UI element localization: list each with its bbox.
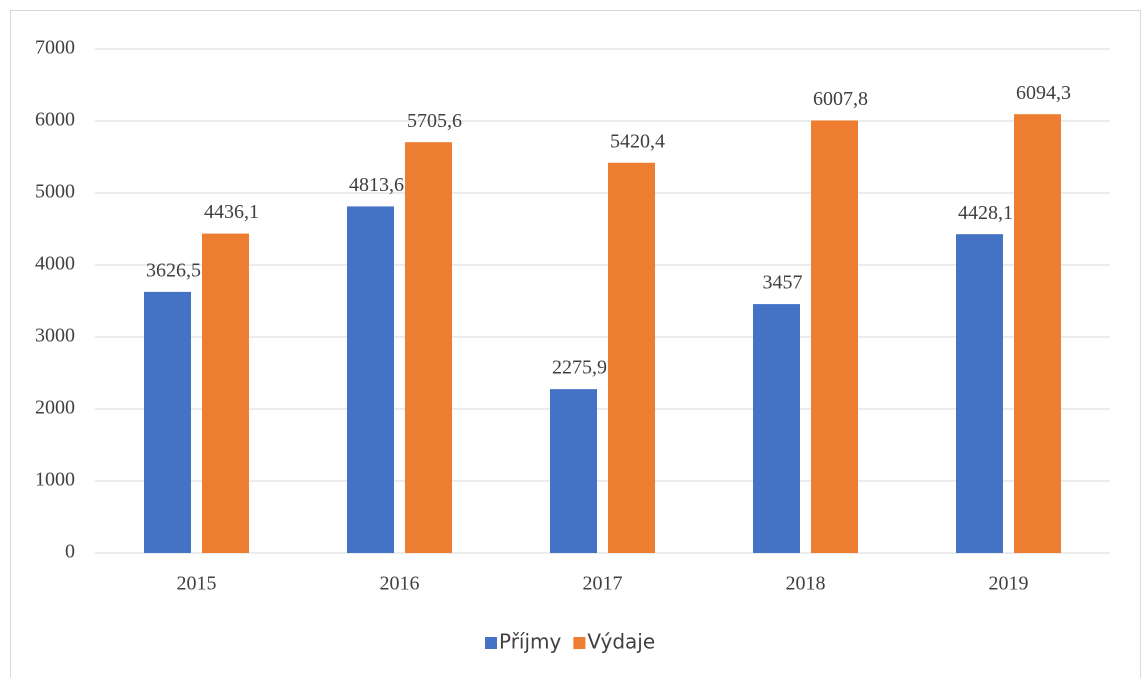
y-tick-label: 1000 [35, 469, 75, 491]
x-tick-label: 2018 [786, 573, 826, 595]
x-tick-label: 2015 [177, 573, 217, 595]
x-tick-label: 2019 [989, 573, 1029, 595]
value-label: 4436,1 [204, 201, 259, 223]
y-tick-label: 2000 [35, 397, 75, 419]
bar [811, 120, 858, 553]
bar [347, 206, 394, 553]
legend-label: Příjmy [499, 630, 562, 654]
bar [550, 389, 597, 553]
bar [405, 142, 452, 554]
y-tick-label: 4000 [35, 253, 75, 275]
value-label: 4428,1 [958, 202, 1013, 224]
x-tick-label: 2017 [583, 573, 623, 595]
value-label: 2275,9 [552, 357, 607, 379]
value-label: 6094,3 [1016, 82, 1071, 104]
bar [144, 291, 191, 553]
y-tick-label: 3000 [35, 325, 75, 347]
chart-frame [10, 10, 1141, 678]
bar [956, 234, 1003, 553]
value-label: 3626,5 [146, 259, 201, 281]
legend-label: Výdaje [587, 630, 655, 654]
value-label: 5705,6 [407, 110, 462, 132]
bar [202, 233, 249, 553]
y-tick-label: 6000 [35, 109, 75, 131]
bar [608, 162, 655, 553]
legend-swatch [573, 637, 586, 649]
value-label: 5420,4 [610, 130, 665, 152]
value-label: 4813,6 [349, 174, 404, 196]
legend-swatch [485, 637, 497, 649]
x-tick-label: 2016 [380, 573, 420, 595]
y-tick-label: 5000 [35, 181, 75, 203]
bar [753, 304, 800, 553]
y-tick-label: 0 [65, 541, 75, 563]
value-label: 3457 [763, 272, 803, 294]
y-tick-label: 7000 [35, 37, 75, 59]
value-label: 6007,8 [813, 88, 868, 110]
bar [1014, 114, 1061, 554]
